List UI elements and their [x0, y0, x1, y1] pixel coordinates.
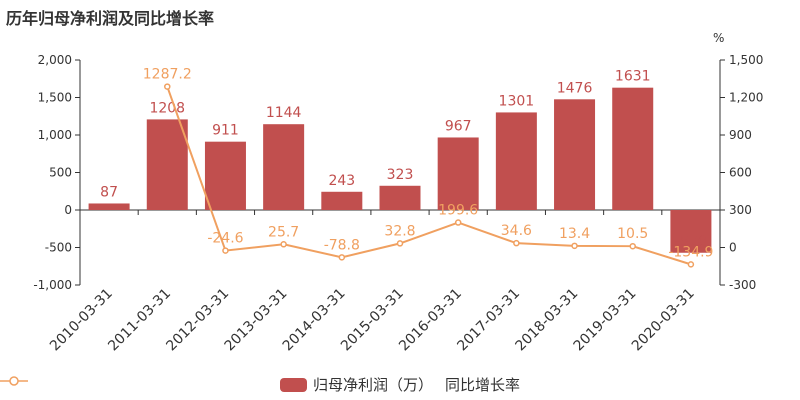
growth-data-label: 13.4 [559, 226, 590, 242]
legend-item-growth[interactable]: 同比增长率 [0, 374, 521, 395]
bar-data-label: 1631 [615, 69, 651, 85]
growth-point[interactable] [338, 254, 346, 261]
left-axis-tick-label: -1,000 [33, 278, 72, 292]
growth-data-label: -78.8 [324, 237, 360, 253]
right-axis-tick-label: 0 [729, 241, 737, 255]
bar-data-label: 1301 [499, 93, 535, 109]
bar-data-label: 967 [445, 118, 472, 134]
bar-data-label: 1208 [149, 100, 185, 116]
legend-item-profit[interactable]: 归母净利润（万） [279, 374, 433, 395]
growth-point[interactable] [222, 247, 229, 254]
bar[interactable] [204, 141, 246, 210]
bar[interactable] [670, 210, 712, 253]
bar-data-label: -570 [675, 234, 707, 250]
bar[interactable] [495, 112, 537, 210]
bar[interactable] [263, 124, 305, 210]
legend-label-growth: 同比增长率 [445, 376, 521, 394]
bar-data-label: 911 [212, 123, 239, 139]
growth-data-label: 1287.2 [143, 67, 192, 83]
bar[interactable] [379, 185, 421, 210]
right-axis-tick-label: -300 [729, 278, 756, 292]
growth-point[interactable] [454, 219, 462, 226]
growth-data-label: 34.6 [501, 223, 532, 239]
right-axis-tick-label: 1,200 [729, 91, 763, 105]
growth-data-label: 10.5 [617, 226, 648, 242]
bar[interactable] [146, 119, 188, 210]
legend-swatch-bar [279, 377, 307, 392]
growth-data-label: 199.6 [438, 203, 478, 219]
growth-line [166, 86, 692, 266]
legend-swatch-line [0, 376, 28, 386]
growth-point[interactable] [280, 241, 287, 248]
legend-label-profit: 归母净利润（万） [312, 376, 433, 394]
bar-data-label: 87 [100, 184, 118, 200]
left-axis-tick-label: 0 [64, 203, 72, 217]
right-axis-unit: % [713, 31, 725, 45]
right-axis-tick-label: 300 [729, 203, 752, 217]
bar[interactable] [437, 137, 479, 210]
growth-point[interactable] [687, 261, 695, 268]
bar[interactable] [321, 191, 363, 210]
x-axis-tick-label: 2020-03-31 [629, 286, 698, 355]
left-axis-tick-label: 1,500 [38, 91, 72, 105]
bar[interactable] [88, 203, 130, 210]
left-axis-tick-label: 2,000 [38, 53, 72, 67]
growth-point[interactable] [396, 240, 404, 247]
growth-data-label: 32.8 [384, 223, 415, 239]
left-axis-tick-label: -500 [45, 241, 72, 255]
right-axis-tick-label: 1,500 [729, 53, 763, 67]
right-axis-tick-label: 600 [729, 166, 752, 180]
left-axis-tick-label: 500 [49, 166, 72, 180]
growth-point[interactable] [571, 242, 578, 250]
growth-point[interactable] [164, 83, 171, 90]
legend[interactable]: 归母净利润（万） 同比增长率 [0, 374, 800, 395]
bar-data-label: 243 [328, 173, 355, 189]
bar-data-label: 323 [387, 167, 414, 183]
left-axis-tick-label: 1,000 [38, 128, 72, 142]
chart-title: 历年归母净利润及同比增长率 [6, 9, 215, 28]
growth-data-label: -134.9 [668, 244, 713, 260]
growth-data-label: 25.7 [268, 224, 299, 240]
growth-data-label: -24.6 [207, 231, 243, 247]
bar-data-label: 1476 [557, 80, 593, 96]
growth-point[interactable] [513, 239, 520, 247]
growth-point[interactable] [629, 242, 636, 250]
bar[interactable] [612, 87, 654, 210]
right-axis-tick-label: 900 [729, 128, 752, 142]
bar-data-label: 1144 [266, 105, 302, 121]
bar[interactable] [554, 99, 596, 210]
